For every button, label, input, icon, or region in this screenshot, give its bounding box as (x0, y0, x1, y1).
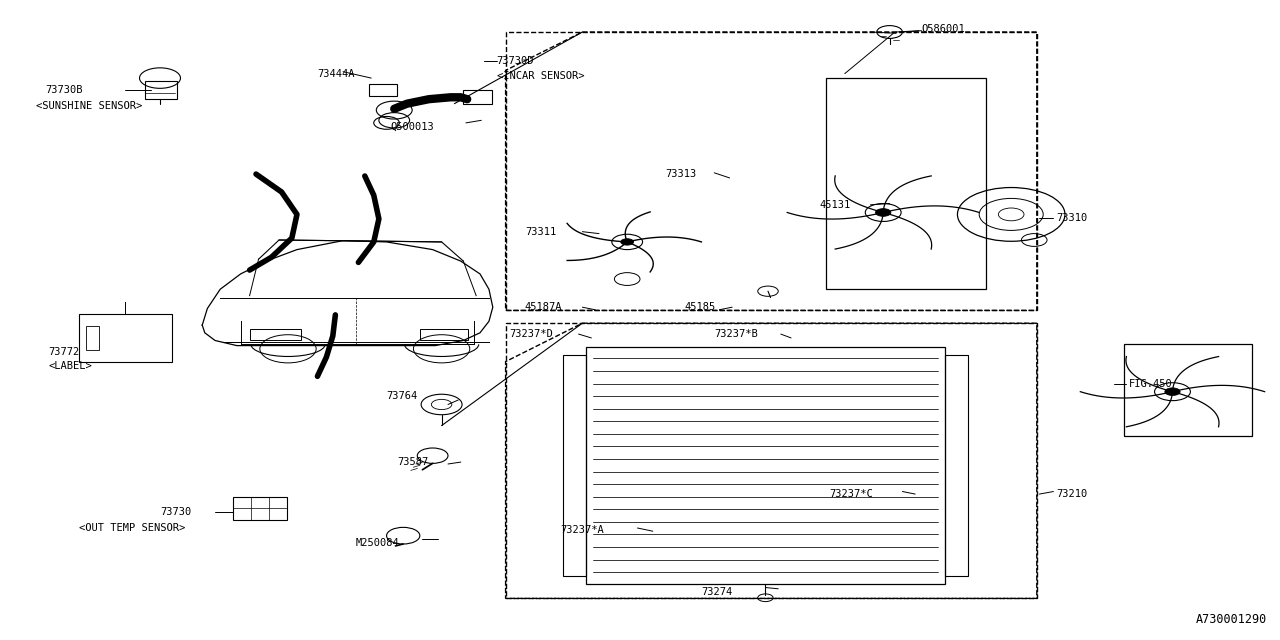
Bar (1124, 344, 1252, 436)
Bar (79, 314, 172, 362)
Bar (420, 329, 468, 340)
Text: A730001290: A730001290 (1196, 613, 1267, 626)
Text: 73444A: 73444A (317, 68, 355, 79)
Text: 73313: 73313 (666, 169, 696, 179)
Bar (145, 81, 177, 99)
Circle shape (876, 209, 891, 216)
Bar (86, 326, 99, 350)
Text: 73772: 73772 (49, 347, 79, 357)
Bar (233, 497, 287, 520)
Text: 73730D: 73730D (497, 56, 534, 66)
Text: 73237*D: 73237*D (509, 329, 553, 339)
Text: 73764: 73764 (387, 390, 417, 401)
Bar (250, 329, 301, 340)
Text: 73310: 73310 (1056, 212, 1087, 223)
Bar (826, 78, 986, 289)
Text: 73587: 73587 (397, 457, 428, 467)
Text: 45187A: 45187A (525, 302, 562, 312)
Bar (506, 323, 1037, 598)
Text: FIG.450: FIG.450 (1129, 379, 1172, 389)
Circle shape (621, 239, 634, 245)
Bar (945, 355, 968, 576)
Circle shape (1165, 388, 1180, 396)
Text: M250084: M250084 (356, 538, 399, 548)
Text: <OUT TEMP SENSOR>: <OUT TEMP SENSOR> (79, 523, 186, 533)
Text: Q500013: Q500013 (390, 122, 434, 132)
Text: 73237*A: 73237*A (561, 525, 604, 535)
Text: 73237*C: 73237*C (829, 489, 873, 499)
Bar (586, 347, 945, 584)
Bar (463, 90, 492, 104)
Text: 73730: 73730 (160, 507, 191, 517)
Bar (563, 355, 586, 576)
Text: 73237*B: 73237*B (714, 329, 758, 339)
Text: 73311: 73311 (525, 227, 556, 237)
Text: 73730B: 73730B (45, 84, 82, 95)
Text: 45131: 45131 (819, 200, 850, 210)
Text: <LABEL>: <LABEL> (49, 361, 92, 371)
Text: 73274: 73274 (701, 587, 732, 597)
Text: Q586001: Q586001 (922, 24, 965, 34)
Bar (506, 32, 1037, 310)
Text: 73210: 73210 (1056, 489, 1087, 499)
Text: <SUNSHINE SENSOR>: <SUNSHINE SENSOR> (36, 100, 142, 111)
Text: 45185: 45185 (685, 302, 716, 312)
Text: <INCAR SENSOR>: <INCAR SENSOR> (497, 70, 584, 81)
Bar (369, 84, 397, 96)
